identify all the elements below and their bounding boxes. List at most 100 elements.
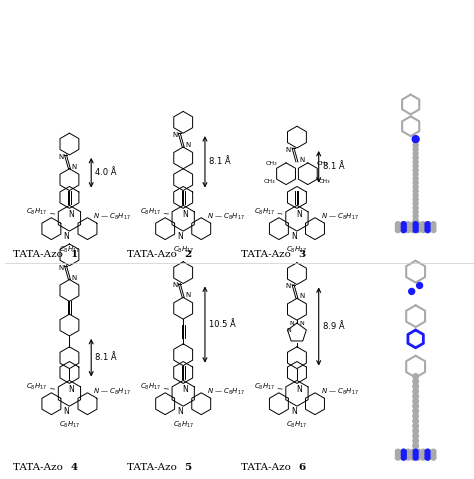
Circle shape — [395, 452, 401, 457]
Circle shape — [406, 228, 410, 233]
Circle shape — [413, 143, 418, 148]
Circle shape — [401, 228, 406, 233]
Circle shape — [413, 197, 418, 202]
Text: N — C$_8$H$_{17}$: N — C$_8$H$_{17}$ — [93, 212, 131, 222]
Circle shape — [425, 228, 430, 233]
Text: N: N — [58, 265, 64, 271]
Text: N: N — [69, 210, 74, 219]
Circle shape — [413, 399, 419, 404]
Text: 1: 1 — [71, 251, 78, 259]
Text: CH₃: CH₃ — [317, 161, 328, 166]
Circle shape — [410, 455, 416, 460]
Text: 4: 4 — [71, 463, 78, 472]
Circle shape — [413, 228, 418, 233]
Text: C$_8$H$_{17}$: C$_8$H$_{17}$ — [173, 245, 194, 255]
Circle shape — [425, 222, 430, 227]
Text: N — C$_8$H$_{17}$: N — C$_8$H$_{17}$ — [207, 212, 245, 222]
Circle shape — [410, 222, 416, 227]
Circle shape — [401, 449, 406, 454]
Circle shape — [426, 222, 431, 227]
Text: C$_8$H$_{17}$: C$_8$H$_{17}$ — [286, 420, 308, 430]
Circle shape — [401, 222, 405, 227]
Circle shape — [395, 222, 401, 227]
Text: N: N — [291, 407, 297, 416]
Text: C$_8$H$_{17}$: C$_8$H$_{17}$ — [140, 382, 162, 392]
Circle shape — [401, 452, 406, 457]
Circle shape — [413, 443, 419, 448]
Circle shape — [401, 455, 406, 460]
Circle shape — [425, 452, 430, 457]
Circle shape — [412, 136, 419, 143]
Circle shape — [413, 172, 418, 177]
Circle shape — [413, 379, 419, 384]
Circle shape — [426, 228, 431, 233]
Circle shape — [421, 225, 426, 229]
Circle shape — [413, 214, 418, 218]
Circle shape — [401, 449, 405, 454]
Text: N — C$_8$H$_{17}$: N — C$_8$H$_{17}$ — [321, 387, 359, 398]
Circle shape — [401, 228, 405, 233]
Text: CH₃: CH₃ — [319, 179, 330, 184]
Circle shape — [413, 176, 418, 181]
Circle shape — [413, 374, 419, 379]
Text: N: N — [299, 157, 304, 163]
Circle shape — [421, 228, 426, 233]
Circle shape — [421, 452, 426, 457]
Circle shape — [410, 452, 416, 457]
Text: N: N — [182, 210, 188, 219]
Circle shape — [431, 225, 436, 229]
Circle shape — [416, 228, 420, 233]
Text: N: N — [185, 142, 191, 148]
Text: CH₃: CH₃ — [265, 161, 277, 166]
Circle shape — [416, 225, 420, 229]
Circle shape — [421, 449, 426, 454]
Text: C$_8$H$_{17}$: C$_8$H$_{17}$ — [286, 245, 308, 255]
Circle shape — [431, 455, 436, 460]
Circle shape — [395, 449, 401, 454]
Circle shape — [401, 225, 405, 229]
Circle shape — [426, 225, 431, 229]
Circle shape — [431, 228, 436, 233]
Circle shape — [413, 184, 418, 189]
Circle shape — [395, 225, 401, 229]
Circle shape — [413, 151, 418, 156]
Circle shape — [409, 288, 415, 295]
Text: 8.1 Å: 8.1 Å — [95, 353, 117, 362]
Text: N: N — [286, 284, 291, 289]
Text: 6: 6 — [298, 463, 305, 472]
Circle shape — [395, 228, 401, 233]
Circle shape — [431, 222, 436, 227]
Circle shape — [413, 394, 419, 399]
Text: N: N — [300, 320, 304, 326]
Circle shape — [413, 138, 418, 144]
Circle shape — [425, 225, 430, 229]
Circle shape — [426, 455, 431, 460]
Circle shape — [413, 403, 419, 409]
Text: N: N — [182, 385, 188, 394]
Text: TATA-Azo: TATA-Azo — [127, 463, 183, 472]
Text: C$_8$H$_{17}$: C$_8$H$_{17}$ — [140, 207, 162, 217]
Text: N: N — [64, 231, 69, 240]
Circle shape — [413, 449, 418, 454]
Circle shape — [413, 433, 419, 439]
Text: 8.9 Å: 8.9 Å — [323, 322, 344, 331]
Circle shape — [413, 455, 418, 460]
Circle shape — [401, 222, 406, 227]
Text: 2: 2 — [184, 251, 191, 259]
Circle shape — [406, 225, 410, 229]
Text: N: N — [172, 283, 177, 288]
Circle shape — [413, 409, 419, 414]
Circle shape — [401, 225, 406, 229]
Circle shape — [401, 455, 405, 460]
Text: N: N — [296, 385, 302, 394]
Circle shape — [413, 413, 419, 419]
Circle shape — [425, 449, 430, 454]
Circle shape — [406, 452, 410, 457]
Circle shape — [413, 201, 418, 206]
Circle shape — [413, 423, 419, 429]
Text: N — C$_8$H$_{17}$: N — C$_8$H$_{17}$ — [207, 387, 245, 398]
Circle shape — [413, 147, 418, 152]
Text: 5: 5 — [184, 463, 191, 472]
Circle shape — [406, 455, 410, 460]
Circle shape — [413, 164, 418, 169]
